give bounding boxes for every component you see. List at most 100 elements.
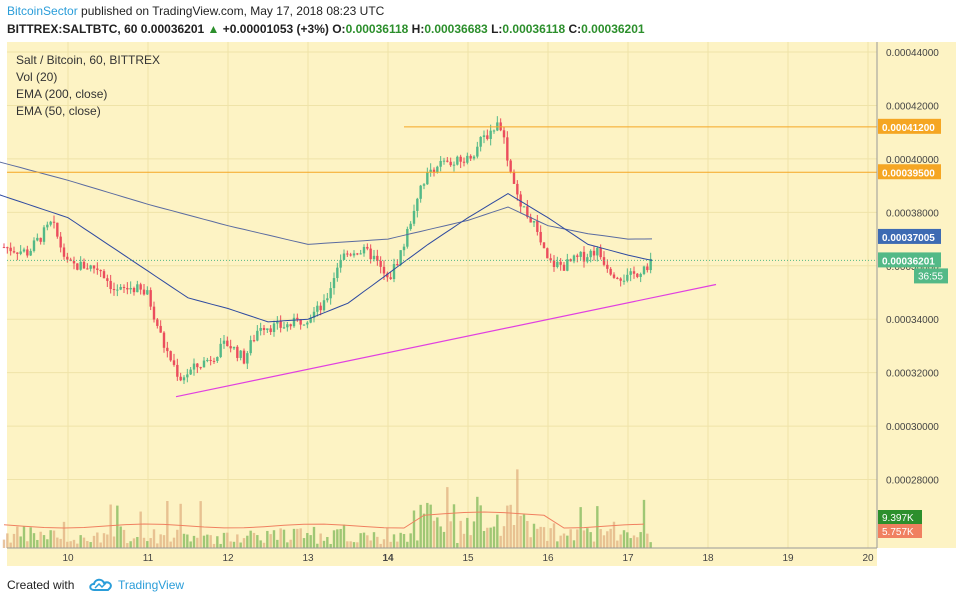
candle-body: [296, 317, 299, 320]
candle-body: [2, 247, 6, 249]
volume-bar: [252, 532, 256, 548]
candle-body: [616, 277, 619, 279]
volume-bar: [566, 535, 569, 548]
volume-bar: [246, 535, 249, 548]
volume-bar: [646, 533, 649, 548]
volume-bar: [329, 543, 332, 548]
volume-bar: [262, 542, 266, 548]
volume-bar: [22, 526, 26, 548]
tradingview-link[interactable]: TradingView: [118, 578, 185, 592]
plot-background: [7, 42, 877, 548]
volume-bar: [642, 499, 646, 548]
volume-bar: [376, 536, 379, 548]
candle-body: [182, 377, 186, 381]
candle-body: [226, 340, 229, 347]
volume-bar: [592, 541, 596, 548]
volume-bar: [69, 541, 72, 548]
volume-bar: [546, 540, 549, 548]
candle-body: [629, 271, 632, 275]
volume-bar: [489, 527, 492, 548]
volume-bar: [2, 539, 6, 548]
candle-body: [619, 278, 622, 281]
volume-bar: [306, 533, 309, 548]
candle-body: [512, 171, 516, 184]
candle-body: [42, 227, 46, 242]
candle-body: [82, 261, 86, 269]
candle-body: [79, 261, 82, 270]
volume-bar: [459, 520, 462, 548]
volume-bar: [129, 541, 132, 548]
volume-bar: [436, 517, 439, 548]
volume-bar: [379, 543, 382, 548]
ema50-line: [0, 193, 653, 323]
legend: Salt / Bitcoin, 60, BITTREX Vol (20) EMA…: [16, 53, 160, 118]
candle-body: [269, 328, 272, 333]
volume-bar: [406, 541, 409, 548]
candle-body: [199, 367, 202, 369]
price-chart[interactable]: 0.00044000 0.00042000 0.00040000 0.00038000…: [0, 40, 956, 570]
candle-body: [266, 328, 269, 331]
candle-body: [186, 374, 189, 378]
publisher-link[interactable]: BitcoinSector: [7, 4, 78, 18]
volume-bar: [49, 530, 52, 548]
candle-body: [359, 253, 362, 255]
volume-bar: [429, 504, 432, 548]
candle-body: [299, 319, 302, 325]
volume-bar: [586, 528, 589, 548]
candle-body: [292, 317, 296, 327]
candle-body: [256, 330, 259, 341]
candle-body: [642, 266, 646, 274]
candle-body: [92, 265, 96, 269]
volume-bar: [409, 533, 412, 548]
candle-body: [559, 261, 562, 265]
volume-bar: [16, 526, 19, 548]
volume-bar: [456, 542, 459, 548]
volume-bar: [569, 529, 572, 548]
volume-bar: [9, 542, 12, 548]
volume-bar: [39, 531, 42, 548]
volume-bar: [196, 537, 199, 548]
candle-body: [72, 261, 76, 264]
volume-bar: [556, 541, 559, 548]
volume-bar: [112, 536, 116, 548]
volume-bar: [296, 528, 299, 548]
candle-body: [346, 253, 349, 255]
candle-body: [249, 340, 252, 354]
volume-bar: [72, 539, 76, 548]
volume-bar: [339, 528, 342, 548]
volume-bar: [19, 536, 22, 548]
candle-body: [632, 271, 636, 274]
time-axis[interactable]: 10 11 12 13 14 15 16 17 18 19 20: [62, 553, 874, 564]
candle-body: [549, 258, 552, 261]
candle-body: [636, 273, 639, 277]
volume-bar: [332, 530, 336, 548]
volume-bar: [616, 540, 619, 548]
volume-bar: [229, 541, 232, 548]
candle-body: [96, 268, 99, 270]
candle-body: [579, 251, 582, 257]
candle-body: [342, 253, 346, 260]
candle-body: [316, 305, 319, 312]
candle-body: [36, 237, 39, 241]
volume-bar: [622, 530, 626, 548]
candle-body: [196, 363, 199, 368]
candle-body: [376, 255, 379, 261]
level-tag-bg: [878, 118, 941, 134]
volume-bar: [202, 535, 206, 548]
candle-body: [432, 169, 436, 173]
price-axis-background: [877, 42, 956, 548]
volume-bar: [122, 529, 126, 548]
x-tick-label: 11: [143, 553, 154, 564]
candle-body: [442, 160, 446, 162]
candle-body: [242, 350, 246, 364]
volume-bar: [282, 529, 286, 548]
volume-tag: 9.397K: [882, 513, 914, 524]
volume-bar: [96, 532, 99, 548]
cloud-icon[interactable]: [88, 576, 114, 592]
legend-volume: Vol (20): [16, 70, 57, 84]
volume-bar: [86, 541, 89, 548]
volume-bar: [386, 527, 389, 548]
candle-body: [509, 160, 512, 172]
candle-body: [366, 246, 369, 249]
volume-bar: [529, 537, 532, 548]
